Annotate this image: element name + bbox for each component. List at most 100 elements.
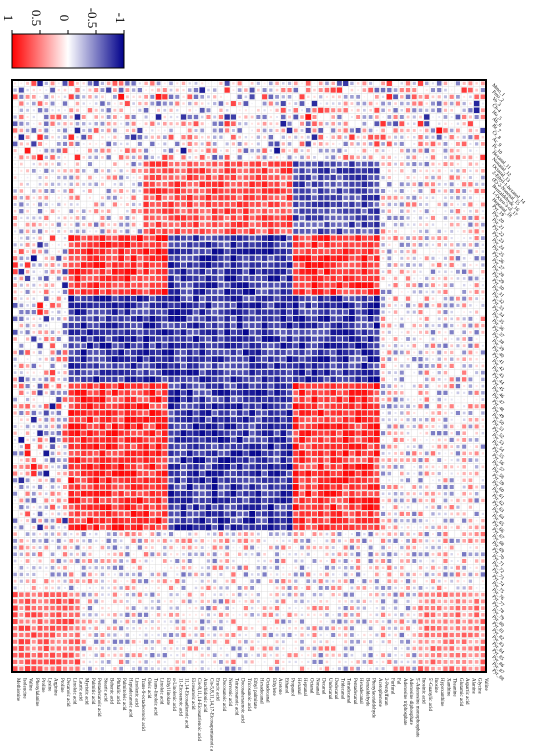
heatmap-cell — [394, 364, 397, 368]
heatmap-cell — [305, 309, 311, 315]
heatmap-cell — [218, 201, 224, 207]
heatmap-cell — [438, 217, 440, 219]
heatmap-cell — [88, 88, 92, 92]
heatmap-cell — [355, 329, 361, 335]
heatmap-cell — [425, 216, 428, 220]
heatmap-cell — [280, 410, 286, 416]
heatmap-cell — [218, 484, 224, 490]
heatmap-cell — [444, 223, 447, 226]
heatmap-cell — [230, 437, 236, 443]
heatmap-cell — [280, 309, 287, 315]
heatmap-cell — [400, 471, 404, 476]
heatmap-cell — [137, 275, 143, 282]
heatmap-cell — [261, 188, 268, 194]
heatmap-cell — [425, 391, 429, 395]
heatmap-cell — [255, 356, 261, 362]
heatmap-cell — [155, 322, 162, 329]
heatmap-cell — [349, 410, 355, 416]
heatmap-cell — [412, 458, 417, 462]
heatmap-cell — [374, 491, 380, 497]
heatmap-cell — [274, 242, 280, 248]
heatmap-cell — [280, 168, 287, 174]
heatmap-cell — [481, 243, 485, 246]
heatmap-cell — [19, 323, 24, 328]
heatmap-cell — [37, 464, 43, 470]
heatmap-cell — [238, 109, 241, 112]
heatmap-cell — [367, 457, 374, 463]
heatmap-cell — [156, 88, 161, 92]
heatmap-cell — [373, 322, 380, 329]
heatmap-cell — [387, 209, 392, 213]
heatmap-cell — [263, 109, 266, 112]
heatmap-cell — [280, 430, 287, 437]
heatmap-cell — [186, 396, 193, 403]
heatmap-cell — [187, 464, 193, 470]
heatmap-cell — [280, 470, 287, 477]
heatmap-cell — [292, 504, 299, 511]
heatmap-cell — [69, 141, 74, 147]
heatmap-cell — [149, 504, 155, 510]
heatmap-cell — [26, 182, 29, 186]
heatmap-cell — [199, 228, 205, 234]
heatmap-cell — [95, 136, 97, 138]
heatmap-cell — [93, 430, 99, 436]
heatmap-cell — [361, 309, 368, 315]
heatmap-cell — [208, 129, 209, 131]
heatmap-cell — [174, 504, 180, 510]
heatmap-cell — [457, 311, 459, 313]
heatmap-cell — [374, 161, 380, 167]
heatmap-cell — [456, 135, 460, 139]
heatmap-cell — [355, 255, 361, 261]
heatmap-cell — [105, 484, 112, 490]
heatmap-cell — [381, 418, 385, 422]
heatmap-cell — [312, 121, 317, 127]
heatmap-cell — [62, 141, 68, 146]
heatmap-cell — [431, 175, 435, 180]
heatmap-cell — [424, 397, 429, 402]
heatmap-cell — [475, 88, 479, 92]
heatmap-cell — [412, 202, 417, 207]
heatmap-cell — [193, 255, 199, 261]
heatmap-cell — [393, 505, 398, 510]
heatmap-cell — [393, 404, 398, 409]
heatmap-cell — [330, 329, 337, 336]
heatmap-cell — [38, 223, 42, 227]
heatmap-cell — [344, 149, 347, 152]
heatmap-cell — [113, 88, 117, 92]
heatmap-cell — [475, 506, 478, 508]
heatmap-cell — [149, 437, 155, 443]
heatmap-cell — [80, 302, 87, 309]
heatmap-cell — [330, 235, 336, 241]
heatmap-cell — [99, 349, 105, 355]
heatmap-cell — [32, 229, 36, 234]
heatmap-cell — [44, 81, 48, 85]
heatmap-cell — [230, 114, 236, 120]
heatmap-cell — [232, 149, 235, 152]
heatmap-cell — [468, 269, 473, 274]
heatmap-cell — [168, 161, 174, 167]
heatmap-cell — [218, 181, 224, 188]
heatmap-cell — [44, 417, 49, 422]
heatmap-cell — [63, 297, 67, 300]
heatmap-cell — [243, 262, 249, 268]
heatmap-cell — [137, 430, 143, 436]
heatmap-cell — [112, 376, 118, 383]
heatmap-cell — [362, 142, 367, 146]
heatmap-cell — [387, 390, 392, 395]
heatmap-cell — [80, 470, 87, 477]
heatmap-cell — [249, 94, 255, 100]
heatmap-cell — [438, 270, 441, 273]
heatmap-cell — [362, 148, 367, 153]
heatmap-cell — [37, 511, 43, 517]
heatmap-cell — [268, 396, 274, 403]
heatmap-cell — [81, 296, 87, 302]
heatmap-cell — [199, 181, 205, 187]
heatmap-cell — [161, 423, 168, 430]
heatmap-cell — [249, 424, 255, 429]
heatmap-cell — [231, 383, 236, 389]
heatmap-cell — [193, 430, 199, 436]
heatmap-cell — [237, 444, 243, 450]
heatmap-cell — [106, 497, 112, 503]
heatmap-cell — [230, 241, 237, 248]
heatmap-cell — [337, 430, 342, 436]
